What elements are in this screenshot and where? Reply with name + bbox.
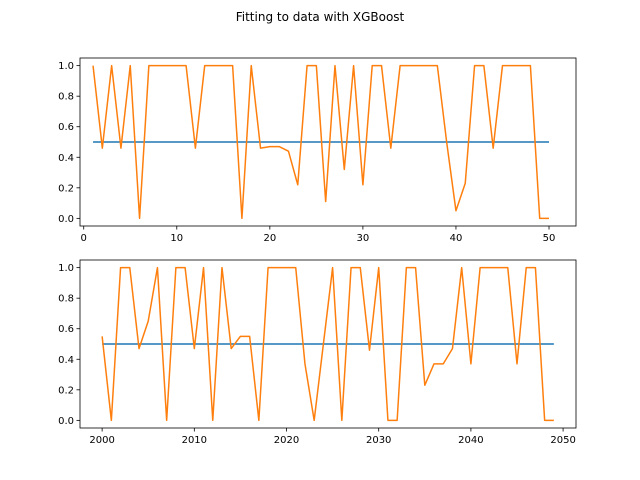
x-tick-label: 2020 bbox=[274, 435, 299, 446]
series-line-1 bbox=[101, 266, 554, 422]
y-tick-label: 1.0 bbox=[58, 263, 74, 274]
x-tick-label: 2030 bbox=[366, 435, 391, 446]
x-tick-label: 2000 bbox=[89, 435, 114, 446]
y-tick-label: 0.6 bbox=[58, 324, 74, 335]
subplot-bottom: 2000 2010 2020 2030 2040 2050 0.0 0.2 0.4 0.6 0.8 1… bbox=[58, 259, 577, 446]
y-tick-label: 0.8 bbox=[58, 294, 74, 305]
figure-suptitle: Fitting to data with XGBoost bbox=[236, 10, 405, 24]
x-tick-label: 2040 bbox=[458, 435, 483, 446]
x-tick-label: 2010 bbox=[182, 435, 207, 446]
y-tick-label: 0.4 bbox=[58, 153, 74, 164]
y-tick-label: 0.0 bbox=[58, 416, 74, 427]
x-tick-label: 0 bbox=[81, 233, 87, 244]
y-tick-label: 0.2 bbox=[58, 385, 74, 396]
y-tick-label: 0.2 bbox=[58, 183, 74, 194]
y-tick-label: 0.0 bbox=[58, 214, 74, 225]
y-tick-label: 0.8 bbox=[58, 92, 74, 103]
x-tick-label: 10 bbox=[170, 233, 183, 244]
y-tick-label: 1.0 bbox=[58, 61, 74, 72]
x-tick-label: 20 bbox=[263, 233, 276, 244]
x-tick-label: 40 bbox=[450, 233, 463, 244]
y-tick-label: 0.4 bbox=[58, 355, 74, 366]
x-tick-label: 50 bbox=[543, 233, 556, 244]
axes-frame bbox=[79, 57, 577, 227]
series-line-1 bbox=[92, 64, 550, 220]
axes-frame bbox=[79, 259, 577, 429]
x-tick-label: 2050 bbox=[550, 435, 575, 446]
x-tick-label: 30 bbox=[357, 233, 370, 244]
y-tick-label: 0.6 bbox=[58, 122, 74, 133]
subplot-top: 0 10 20 30 40 50 0.0 0.2 0.4 0.6 0.8 1.0 bbox=[58, 57, 577, 244]
